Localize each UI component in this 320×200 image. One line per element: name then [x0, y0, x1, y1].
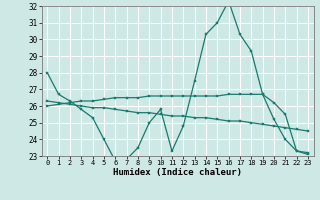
X-axis label: Humidex (Indice chaleur): Humidex (Indice chaleur) — [113, 168, 242, 177]
